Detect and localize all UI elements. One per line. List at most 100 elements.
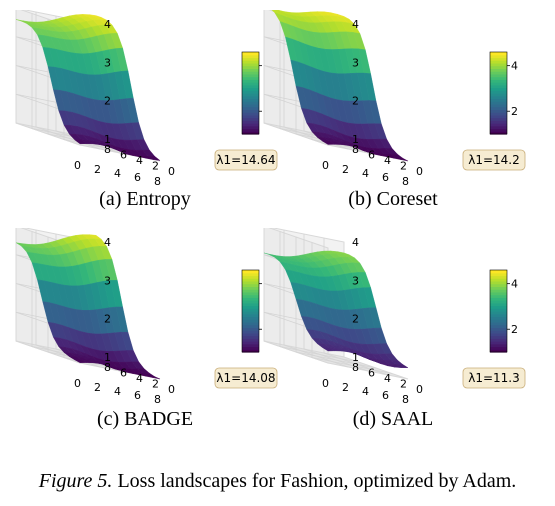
z-tick-label: 2 <box>352 95 359 108</box>
colorbar-segment <box>242 335 259 339</box>
colorbar-segment <box>242 297 259 301</box>
colorbar-segment <box>490 338 507 342</box>
colorbar-segment <box>242 349 259 353</box>
colorbar-segment <box>490 289 507 293</box>
x-tick-label: 6 <box>134 389 141 402</box>
x-tick-label: 0 <box>74 377 81 390</box>
colorbar-segment <box>490 98 507 102</box>
colorbar-segment <box>490 101 507 105</box>
x-tick-label: 0 <box>74 159 81 172</box>
colorbar-segment <box>490 330 507 334</box>
colorbar-segment <box>490 60 507 64</box>
grid-line <box>323 352 389 376</box>
colorbar-segment <box>490 87 507 91</box>
colorbar-segment <box>242 343 259 348</box>
y-tick-label: 6 <box>120 149 127 162</box>
colorbar-frame <box>489 269 508 353</box>
subplot-caption: (a) Entropy <box>99 188 191 210</box>
colorbar-segment <box>490 335 507 339</box>
lambda-value: λ1=11.3 <box>468 371 520 385</box>
colorbar-segment <box>490 95 507 100</box>
x-tick-label: 8 <box>402 175 409 188</box>
lambda-box-bg <box>214 367 278 389</box>
colorbar-segment <box>490 123 507 127</box>
loss-surface <box>15 14 161 161</box>
z-tick-label: 2 <box>104 313 111 326</box>
y-tick-label: 8 <box>352 361 359 374</box>
colorbar-segment <box>242 278 259 282</box>
colorbar-frame <box>241 51 260 135</box>
colorbar-segment <box>490 343 507 348</box>
subplot-caption: (c) BADGE <box>96 408 194 430</box>
surface-patch <box>395 364 409 368</box>
colorbar-segment <box>490 291 507 296</box>
x-tick-label: 4 <box>114 167 121 180</box>
x-tick-label: 6 <box>134 171 141 184</box>
colorbar-segment <box>490 300 507 304</box>
z-tick-label: 2 <box>104 95 111 108</box>
y-tick-label: 2 <box>400 378 407 391</box>
colorbar-segment <box>242 305 259 309</box>
y-tick-label: 8 <box>104 361 111 374</box>
colorbar-tick-label: 4 <box>511 278 518 291</box>
colorbar-segment <box>490 128 507 132</box>
colorbar-segment <box>490 120 507 124</box>
colorbar-segment <box>490 62 507 67</box>
colorbar-segment <box>242 275 259 279</box>
colorbar-segment <box>242 57 259 61</box>
colorbar-segment <box>242 114 259 119</box>
colorbar-segment <box>242 125 259 130</box>
loss-surface <box>263 250 409 368</box>
colorbar-segment <box>490 270 507 274</box>
colorbar-segment <box>242 65 259 69</box>
colorbar-segment <box>490 84 507 89</box>
colorbar-segment <box>490 275 507 279</box>
loss-surface <box>15 234 161 380</box>
colorbar-segment <box>490 324 507 328</box>
x-tick-label: 4 <box>362 385 369 398</box>
colorbar-segment <box>242 291 259 296</box>
colorbar: 24 <box>489 269 518 353</box>
colorbar-segment <box>490 349 507 353</box>
colorbar-segment <box>490 76 507 80</box>
colorbar-segment <box>242 324 259 328</box>
lambda-box-bg <box>462 149 526 171</box>
lambda-box: λ1=14.08 <box>214 367 278 389</box>
colorbar-segment <box>242 123 259 127</box>
colorbar-segment <box>490 114 507 119</box>
subplot-caption: (d) SAAL <box>352 408 434 430</box>
colorbar-segment <box>490 106 507 110</box>
z-tick-label: 1 <box>352 351 359 364</box>
z-tick-label: 3 <box>352 56 359 69</box>
x-tick-label: 2 <box>342 381 349 394</box>
colorbar-segment <box>242 332 259 337</box>
colorbar-segment <box>490 341 507 345</box>
z-tick-label: 4 <box>104 236 111 249</box>
colorbar-segment <box>242 68 259 72</box>
colorbar-segment <box>490 125 507 130</box>
colorbar-segment <box>242 280 259 285</box>
colorbar-segment <box>242 330 259 334</box>
z-tick-label: 3 <box>104 274 111 287</box>
colorbar-segment <box>490 305 507 309</box>
colorbar-segment <box>242 338 259 342</box>
colorbar-segment <box>242 319 259 323</box>
y-tick-label: 0 <box>416 165 423 178</box>
colorbar-segment <box>242 71 259 75</box>
panel-coreset: 0 2 4 6 8 0 2 4 6 8 1 2 3 4 2 4 λ1=14.2 (b) Coreset <box>258 10 528 225</box>
x-tick-label: 2 <box>94 381 101 394</box>
z-tick-label: 4 <box>352 236 359 249</box>
y-tick-label: 8 <box>352 143 359 156</box>
colorbar-segment <box>242 103 259 108</box>
x-tick-label: 6 <box>382 389 389 402</box>
lambda-box-bg <box>462 367 526 389</box>
lambda-box: λ1=11.3 <box>462 367 526 389</box>
colorbar-segment <box>242 316 259 320</box>
colorbar-segment <box>490 54 507 59</box>
colorbar-segment <box>242 82 259 86</box>
colorbar-segment <box>242 112 259 116</box>
colorbar-segment <box>242 76 259 80</box>
